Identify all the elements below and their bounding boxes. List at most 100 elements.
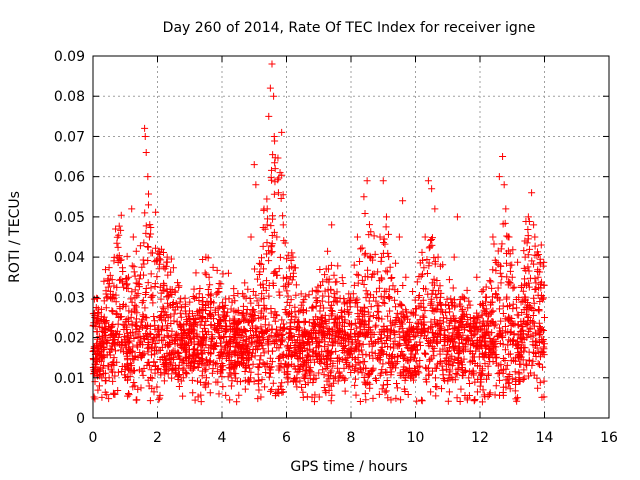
data-point [113,239,121,247]
data-point [255,363,263,371]
data-point [361,251,369,259]
data-point [445,305,453,313]
data-point [447,373,455,381]
data-point [443,314,451,322]
data-point [324,247,332,255]
data-point [147,230,155,238]
data-point [517,335,525,343]
data-point [309,338,317,346]
y-tick-label: 0.01 [54,371,85,387]
data-point [541,313,548,321]
data-point [502,205,510,213]
data-point [304,351,312,359]
data-point [309,316,317,324]
data-point [373,307,381,315]
data-point [113,233,121,241]
data-point [124,392,132,400]
data-point [271,308,279,316]
data-point [439,318,447,326]
data-point [369,364,377,372]
data-point [270,340,278,348]
data-point [519,287,527,295]
data-point [447,334,455,342]
data-point [224,269,232,277]
data-point [463,396,471,404]
data-point [426,243,434,251]
data-point [345,290,353,298]
data-point [310,376,318,384]
data-point [298,383,306,391]
data-point [379,249,387,257]
data-point [430,281,438,289]
data-point [382,387,390,395]
data-point [174,375,182,383]
data-point [235,391,243,399]
data-point [305,331,313,339]
data-point [133,396,141,404]
data-point [363,329,371,337]
data-point [160,353,168,361]
data-point [510,336,518,344]
data-point [243,305,251,313]
data-point [213,325,221,333]
data-point [372,297,380,305]
data-point [252,181,260,189]
data-point [397,318,405,326]
data-point [389,351,397,359]
data-point [401,376,409,384]
data-point [288,249,296,257]
data-point [165,332,173,340]
data-point [461,392,469,400]
data-point [114,320,122,328]
data-point [512,376,520,384]
data-point [504,315,512,323]
data-point [534,384,542,392]
data-point [478,311,486,319]
data-point [145,343,153,351]
data-point [320,384,328,392]
y-tick-label: 0.05 [54,210,85,226]
data-point [330,290,338,298]
data-point [455,323,463,331]
data-point [127,313,135,321]
data-point [395,328,403,336]
data-point [366,313,374,321]
data-point [275,174,283,182]
data-point [325,275,333,283]
data-point [168,349,176,357]
data-point [359,340,367,348]
data-point [111,390,119,398]
data-point [350,261,358,269]
data-point [186,298,194,306]
data-point [391,286,399,294]
data-point [415,293,423,301]
data-point [245,378,253,386]
data-point [428,343,436,351]
data-point [138,299,146,307]
data-point [156,251,164,259]
data-point [426,356,434,364]
data-point [131,353,139,361]
data-point [240,316,248,324]
data-point [144,348,152,356]
data-point [216,333,224,341]
data-point [262,315,270,323]
data-point [518,334,526,342]
data-point [210,359,218,367]
data-point [364,273,372,281]
data-point [518,322,526,330]
data-point [316,307,324,315]
data-point [272,311,280,319]
data-point [91,369,99,377]
data-point [369,394,377,402]
data-point [255,386,263,394]
data-point [353,295,361,303]
data-point [498,240,506,248]
data-point [418,397,426,405]
data-point [103,339,111,347]
data-point [362,364,370,372]
y-tick-label: 0.08 [54,89,85,105]
data-point [109,389,117,397]
data-point [280,320,288,328]
data-point [534,360,542,368]
